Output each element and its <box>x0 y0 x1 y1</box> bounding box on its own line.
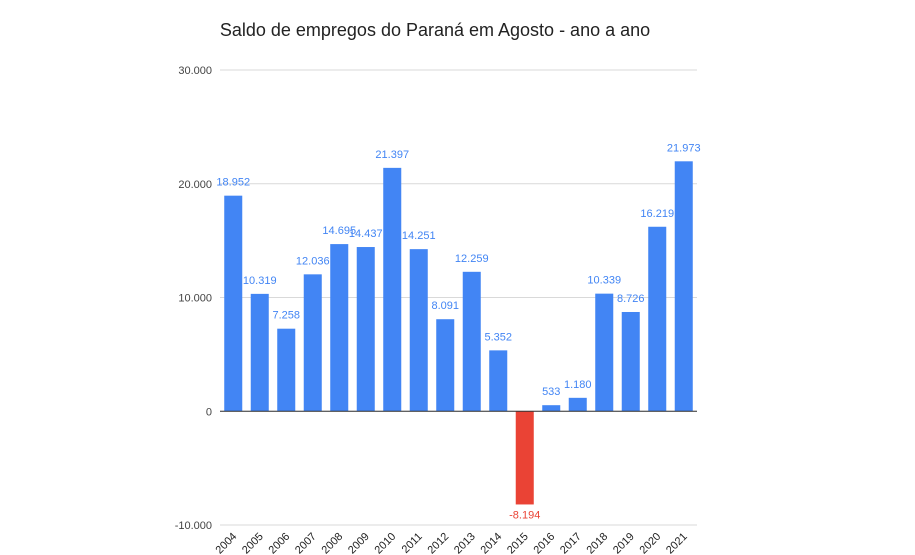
x-tick-label: 2007 <box>293 531 319 555</box>
y-tick-label: 30.000 <box>178 65 212 77</box>
bar-2004 <box>224 195 243 412</box>
data-label: 12.259 <box>455 253 489 265</box>
bar-2012 <box>436 319 455 412</box>
data-label: 21.973 <box>667 142 701 154</box>
x-axis-ticks: 2004 2005 2006 2007 2008 2009 2010 2011 2012 2013… <box>214 531 690 555</box>
data-label: 18.952 <box>216 177 250 189</box>
x-tick-label: 2016 <box>532 531 558 555</box>
data-label: 7.258 <box>272 310 300 322</box>
data-label: 10.319 <box>243 275 277 287</box>
data-label: 1.180 <box>564 379 592 391</box>
bar-2013 <box>462 271 481 412</box>
bar-2007 <box>303 274 322 412</box>
y-tick-label: -10.000 <box>175 520 212 532</box>
bar-2019 <box>621 311 640 412</box>
data-label: -8.194 <box>509 509 540 521</box>
x-tick-label: 2004 <box>214 531 240 555</box>
bars <box>224 161 693 505</box>
y-tick-label: 20.000 <box>178 179 212 191</box>
x-tick-label: 2013 <box>452 531 478 555</box>
y-tick-label: 10.000 <box>178 293 212 305</box>
x-tick-label: 2012 <box>426 531 452 555</box>
x-tick-label: 2006 <box>267 531 293 555</box>
data-label: 14.695 <box>322 225 356 237</box>
bar-2018 <box>595 293 614 412</box>
bar-2016 <box>542 405 561 412</box>
x-tick-label: 2014 <box>479 531 505 555</box>
x-tick-label: 2018 <box>585 531 611 555</box>
y-axis-ticks: 30.000 20.000 10.000 0 -10.000 <box>175 65 212 532</box>
bar-2017 <box>568 397 587 412</box>
x-tick-label: 2010 <box>373 531 399 555</box>
bar-2014 <box>489 350 508 412</box>
bar-2015 <box>515 411 534 505</box>
x-tick-label: 2021 <box>664 531 690 555</box>
x-tick-label: 2019 <box>611 531 637 555</box>
data-label: 8.091 <box>431 300 459 312</box>
x-tick-label: 2005 <box>240 531 266 555</box>
x-tick-label: 2008 <box>320 531 346 555</box>
x-tick-label: 2011 <box>400 531 425 555</box>
x-tick-label: 2020 <box>638 531 664 555</box>
data-label: 16.219 <box>640 208 674 220</box>
bar-2005 <box>250 293 269 412</box>
x-tick-label: 2017 <box>558 531 584 555</box>
x-tick-label: 2015 <box>505 531 531 555</box>
bar-2020 <box>648 226 667 412</box>
y-tick-label: 0 <box>206 406 212 418</box>
data-label: 21.397 <box>375 149 409 161</box>
x-tick-label: 2009 <box>346 531 372 555</box>
bar-2010 <box>383 167 402 412</box>
data-label: 8.726 <box>617 293 645 305</box>
data-label: 14.251 <box>402 230 436 242</box>
data-label: 10.339 <box>587 275 621 287</box>
bar-2009 <box>356 247 375 412</box>
data-label: 14.437 <box>349 228 383 240</box>
bar-2011 <box>409 249 428 412</box>
bar-2006 <box>277 328 296 412</box>
data-label: 533 <box>542 386 560 398</box>
bar-2008 <box>330 244 349 412</box>
bar-2021 <box>674 161 693 412</box>
data-label: 5.352 <box>484 331 512 343</box>
data-label: 12.036 <box>296 255 330 267</box>
chart-title: Saldo de empregos do Paraná em Agosto - … <box>219 20 651 40</box>
